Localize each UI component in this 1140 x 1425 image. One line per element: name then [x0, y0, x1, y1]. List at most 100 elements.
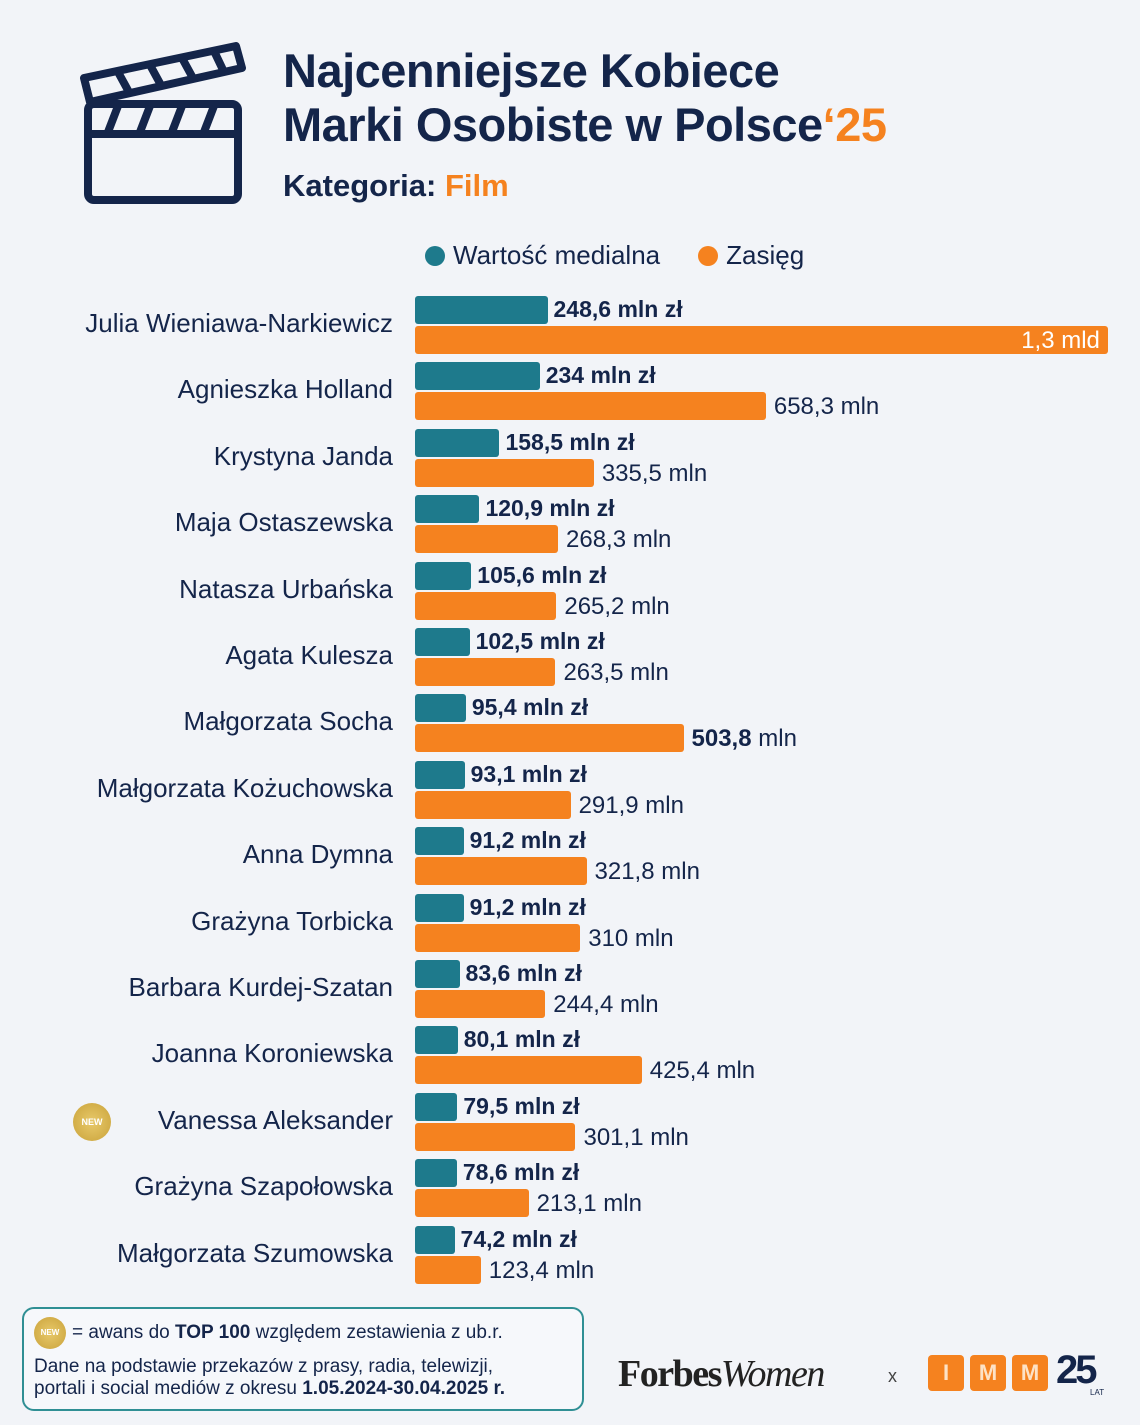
data-label-reach: 321,8 mln — [594, 858, 700, 886]
bar-media-value — [415, 1026, 458, 1055]
category-label: Agnieszka Holland — [177, 374, 393, 405]
data-label-reach: 291,9 mln — [578, 791, 684, 819]
imm-logo-letter: M — [1012, 1355, 1048, 1391]
data-label-reach: 301,1 mln — [583, 1123, 689, 1151]
imm-logo-years: 25 — [1056, 1348, 1097, 1392]
data-label-media-value: 74,2 mln zł — [460, 1225, 577, 1252]
chart-legend: Wartość medialna Zasięg — [425, 240, 804, 271]
data-label-media-value: 91,2 mln zł — [469, 893, 586, 920]
data-label-media-value: 95,4 mln zł — [471, 694, 589, 721]
category-label: Małgorzata Szumowska — [117, 1237, 393, 1268]
data-label-reach: 335,5 mln — [601, 459, 708, 487]
bar-reach — [415, 990, 546, 1018]
data-label-media-value: 80,1 mln zł — [463, 1026, 581, 1053]
bar-reach — [415, 326, 1108, 354]
clapperboard-icon — [80, 42, 246, 204]
legend-label-media-value: Wartość medialna — [453, 240, 661, 270]
category-label: Julia Wieniawa-Narkiewicz — [85, 308, 393, 338]
category-label: Małgorzata Kożuchowska — [96, 772, 393, 803]
bar-media-value — [415, 495, 480, 524]
category-label: Grażyna Torbicka — [191, 905, 393, 936]
category-label: Natasza Urbańska — [179, 573, 393, 604]
data-label-media-value: 78,6 mln zł — [462, 1159, 580, 1186]
legend-label-reach: Zasięg — [726, 240, 805, 270]
new-legend-text: = awans do TOP 100 względem zestawienia … — [72, 1322, 503, 1343]
new-badge-icon: NEW — [34, 1317, 66, 1349]
bar-media-value — [415, 628, 470, 656]
new-badge-icon: NEW — [73, 1102, 111, 1141]
forbes-women-logo: ForbesWomen — [618, 1353, 825, 1395]
logo-separator: x — [888, 1366, 897, 1386]
data-label-media-value: 79,5 mln zł — [463, 1092, 580, 1119]
bar-reach — [415, 591, 557, 620]
bar-reach — [415, 1189, 529, 1218]
data-label-media-value: 105,6 mln zł — [477, 561, 607, 588]
data-label-media-value: 91,2 mln zł — [469, 827, 586, 854]
bar-media-value — [415, 428, 500, 457]
bar-media-value — [415, 296, 548, 324]
bar-reach — [415, 923, 581, 952]
bar-media-value — [415, 760, 465, 789]
category-label: Vanessa Aleksander — [157, 1104, 393, 1135]
data-label-reach: 265,2 mln — [564, 592, 670, 620]
category-value: Film — [444, 168, 509, 203]
bar-reach — [415, 1122, 576, 1151]
data-label-media-value: 158,5 mln zł — [505, 428, 635, 455]
category-label: Małgorzata Socha — [183, 706, 393, 737]
title-line-2: Marki Osobiste w Polsce — [283, 98, 823, 151]
data-source-note: Dane na podstawie przekazów z prasy, rad… — [34, 1356, 506, 1399]
data-label-reach: 213,1 mln — [536, 1190, 642, 1218]
bar-media-value — [415, 1225, 455, 1254]
data-label-reach: 123,4 mln — [488, 1256, 595, 1284]
category-label: Maja Ostaszewska — [174, 507, 393, 538]
data-label-reach: 658,3 mln — [773, 393, 880, 421]
page-title: Najcenniejsze Kobiece Marki Osobiste w P… — [283, 44, 887, 152]
bar-reach — [415, 1255, 481, 1284]
bar-media-value — [415, 1159, 457, 1188]
title-year: ‘25 — [822, 98, 887, 151]
bar-reach — [415, 392, 766, 421]
bar-media-value — [415, 960, 460, 988]
bar-reach — [415, 525, 558, 554]
bar-media-value — [415, 561, 472, 590]
category-label: Krystyna Janda — [213, 440, 393, 471]
data-label-reach: 244,4 mln — [553, 991, 659, 1018]
bar-reach — [415, 790, 571, 819]
bar-reach — [415, 724, 684, 753]
data-label-media-value: 234 mln zł — [545, 362, 656, 389]
data-label-media-value: 102,5 mln zł — [475, 628, 605, 654]
data-label-reach: 263,5 mln — [563, 659, 669, 686]
bar-reach — [415, 857, 587, 886]
data-label-media-value: 120,9 mln zł — [485, 495, 615, 522]
data-label-reach: 1,3 mld — [1021, 327, 1100, 354]
category-label: Barbara Kurdej-Szatan — [128, 972, 393, 1002]
footnote-box: NEW = awans do TOP 100 względem zestawie… — [22, 1307, 584, 1411]
data-label-media-value: 248,6 mln zł — [553, 296, 683, 322]
bar-media-value — [415, 1092, 458, 1121]
bar-media-value — [415, 694, 466, 723]
data-label-reach: 503,8 mln — [691, 725, 797, 753]
category-label: Joanna Koroniewska — [151, 1038, 393, 1069]
title-line-1: Najcenniejsze Kobiece — [283, 44, 780, 97]
data-label-reach: 425,4 mln — [649, 1057, 756, 1085]
category-label: Grażyna Szapołowska — [134, 1171, 393, 1202]
bar-reach — [415, 658, 556, 686]
imm-logo-letter: M — [970, 1355, 1006, 1391]
data-label-reach: 268,3 mln — [566, 526, 672, 554]
category-label: Anna Dymna — [242, 839, 393, 870]
bar-media-value — [415, 362, 540, 391]
category-label: Kategoria: — [283, 168, 437, 203]
bar-reach — [415, 1056, 642, 1085]
category-label: Agata Kulesza — [225, 640, 393, 670]
legend-swatch-orange — [698, 245, 719, 266]
data-label-media-value: 93,1 mln zł — [470, 760, 587, 787]
legend-swatch-teal — [425, 245, 445, 266]
imm-logo-lat: LAT — [1090, 1388, 1105, 1397]
imm-logo-letter: I — [928, 1355, 964, 1391]
category-subtitle: Kategoria: Film — [283, 168, 509, 204]
bar-reach — [415, 458, 594, 487]
bar-media-value — [415, 827, 464, 856]
bar-media-value — [415, 893, 464, 922]
data-label-reach: 310 mln — [588, 924, 674, 952]
data-label-media-value: 83,6 mln zł — [465, 960, 582, 986]
